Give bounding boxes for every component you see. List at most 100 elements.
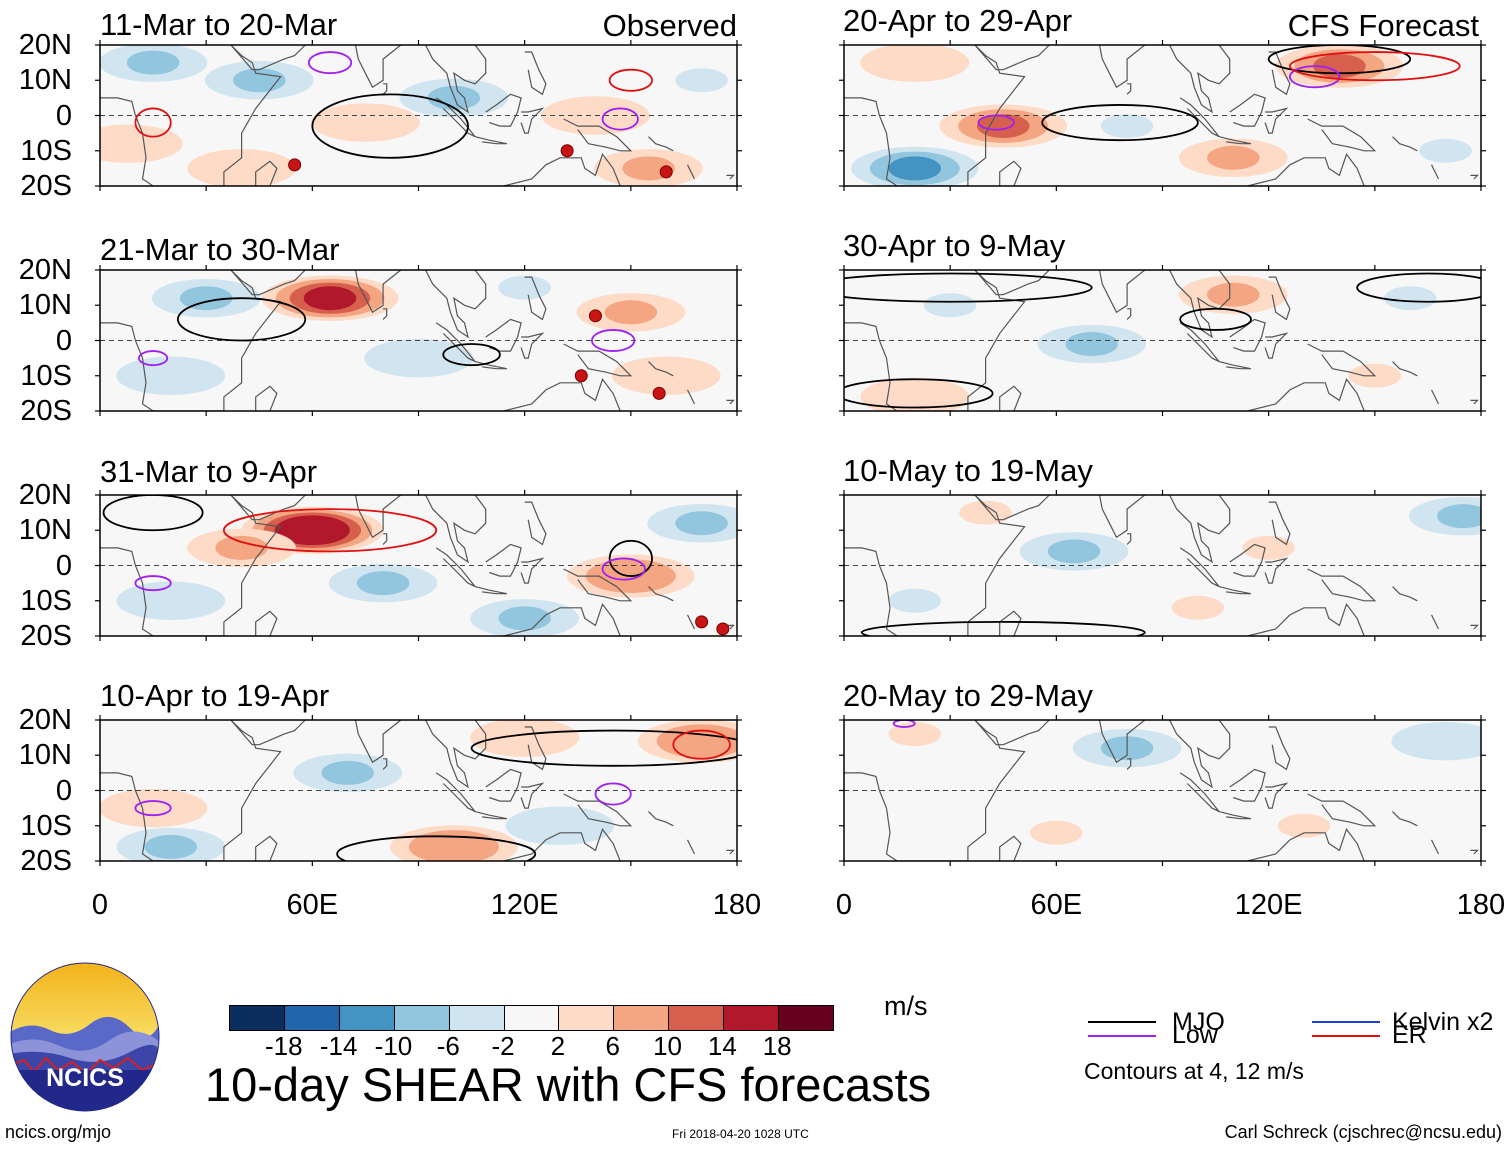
coastline: [100, 720, 282, 861]
coastline: [1247, 153, 1365, 186]
coastline: [563, 118, 633, 152]
contour-mjo: [102, 495, 204, 532]
coastline: [255, 835, 278, 861]
cfs-forecast-label: CFS Forecast: [1287, 8, 1479, 43]
coastline: [1126, 758, 1132, 770]
coastline: [1229, 318, 1266, 352]
y-tick-label: 10N: [18, 289, 72, 322]
x-tick-label: 0: [91, 889, 109, 921]
coastline: [974, 270, 1050, 296]
contour-mjo: [860, 621, 1146, 636]
coastline: [503, 828, 621, 861]
contour-mjo: [844, 378, 994, 409]
coastline: [1392, 136, 1418, 152]
coastline: [1229, 93, 1266, 127]
y-tick-label: 0: [55, 774, 72, 807]
shear-anomaly: [923, 293, 977, 318]
x-tick-label: 180: [712, 889, 762, 921]
coastline: [648, 811, 674, 827]
shear-anomaly: [1100, 114, 1154, 139]
legend-er-line: [1312, 1035, 1380, 1037]
coastline: [382, 308, 388, 320]
coastline: [425, 45, 487, 114]
tropical-cyclone-marker: [560, 144, 574, 158]
contour-er: [1289, 51, 1461, 82]
legend-mjo-label: MJO: [1172, 1008, 1225, 1036]
y-tick-label: 0: [55, 99, 72, 132]
shear-anomaly: [888, 384, 942, 409]
contour-er: [672, 729, 731, 760]
coastline: [520, 107, 545, 134]
shear-anomaly: [888, 588, 942, 613]
colorbar-label: 2: [550, 1031, 566, 1061]
y-tick-label: 20S: [20, 620, 72, 652]
shear-anomaly: [533, 813, 587, 838]
x-tick-label: 120E: [490, 889, 559, 921]
coastline: [686, 614, 696, 630]
footer-url[interactable]: ncics.org/mjo: [5, 1122, 112, 1142]
coastline: [1269, 702, 1276, 713]
coastline: [525, 702, 532, 713]
coastline: [1218, 586, 1252, 595]
coastline: [1098, 495, 1146, 539]
contour-low: [601, 107, 639, 131]
coastline: [503, 378, 621, 411]
x-tick-label: 120E: [1234, 889, 1303, 921]
coastline: [255, 385, 278, 411]
colorbar-label: 14: [707, 1031, 737, 1061]
map-panel-5: [844, 45, 1481, 186]
coastline: [1169, 270, 1231, 339]
contours-note: Contours at 4, 12 m/s: [1084, 1058, 1304, 1084]
panel-title-8: 20-May to 29-May: [843, 678, 1093, 713]
coastline: [255, 160, 278, 186]
legend-low-label: Low: [1172, 1021, 1218, 1049]
coastline: [1470, 399, 1479, 405]
shear-anomaly: [639, 363, 693, 388]
map-panel-3: [100, 477, 737, 636]
panel-title-6: 30-Apr to 9-May: [843, 228, 1066, 263]
coastline: [1430, 614, 1440, 630]
map-panel-1: [100, 45, 737, 186]
tropical-cyclone-marker: [588, 309, 602, 323]
contour-mjo: [1356, 272, 1481, 303]
coastline: [474, 136, 508, 145]
y-tick-label: 20S: [20, 845, 72, 877]
shear-anomaly: [675, 68, 728, 93]
coastline: [354, 720, 402, 764]
tropical-cyclone-marker: [659, 165, 673, 179]
x-tick-label: 60E: [1030, 889, 1083, 921]
coastline: [524, 276, 547, 321]
contour-low: [601, 557, 646, 581]
y-tick-label: 20N: [18, 704, 72, 736]
tropical-cyclone-marker: [695, 615, 709, 629]
shear-anomaly: [321, 760, 374, 785]
coastline: [1268, 276, 1291, 321]
coastline: [563, 793, 633, 827]
panel-title-2: 21-Mar to 30-Mar: [100, 232, 340, 267]
coastline: [1264, 557, 1289, 584]
coastline: [974, 45, 1050, 71]
contour-low: [591, 329, 636, 352]
coastline: [1126, 533, 1132, 545]
legend-mjo-line: [1088, 1021, 1156, 1023]
coastline: [1218, 811, 1252, 820]
contour-er: [608, 68, 653, 92]
y-tick-label: 10N: [18, 514, 72, 547]
coastline: [425, 270, 487, 339]
shear-anomaly: [1030, 820, 1083, 845]
colorbar-label: -18: [265, 1031, 303, 1061]
shear-anomaly: [498, 275, 551, 300]
coastline: [425, 720, 487, 789]
coastline: [525, 477, 532, 488]
colorbar-label: 6: [605, 1031, 620, 1061]
contour-mjo: [1267, 45, 1412, 75]
coastline: [1229, 768, 1266, 802]
shear-anomaly: [144, 363, 198, 388]
coastline: [844, 495, 1026, 636]
map-panel-4: [100, 702, 737, 861]
shear-anomaly: [604, 300, 658, 325]
y-tick-label: 10N: [18, 739, 72, 772]
shear-anomaly: [1207, 145, 1260, 170]
coastline: [425, 495, 487, 564]
coastline: [485, 543, 522, 577]
